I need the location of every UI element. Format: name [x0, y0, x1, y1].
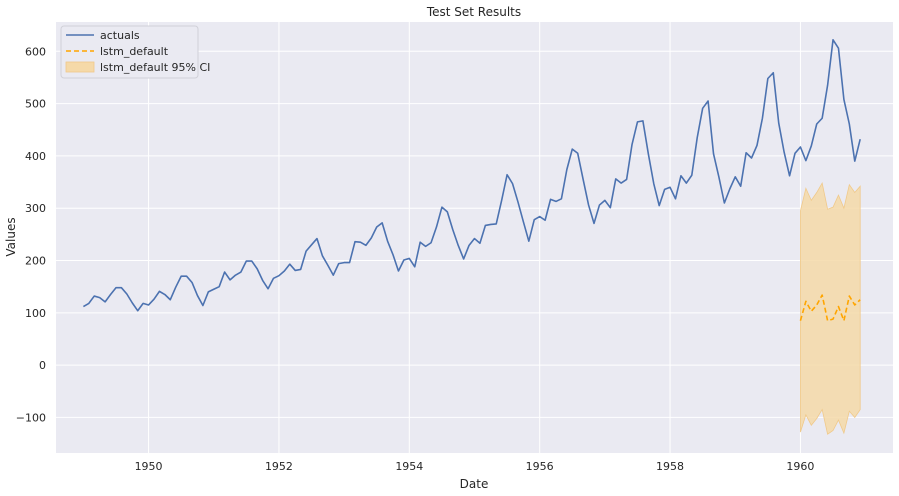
legend-label-ci: lstm_default 95% CI — [100, 61, 210, 74]
ci-band-layer — [800, 181, 861, 435]
chart-title: Test Set Results — [426, 5, 521, 19]
y-tick-label: −100 — [16, 411, 46, 424]
x-tick-label: 1958 — [656, 460, 684, 473]
x-axis-label: Date — [460, 477, 489, 491]
legend: actuals lstm_default lstm_default 95% CI — [60, 25, 210, 79]
ci-band — [800, 181, 861, 435]
grid — [56, 22, 893, 453]
x-tick-label: 1956 — [526, 460, 554, 473]
y-tick-label: 200 — [25, 255, 46, 268]
y-tick-label: 600 — [25, 45, 46, 58]
lstm-default-line — [799, 294, 861, 322]
series-layer — [82, 38, 861, 322]
y-tick-label: 100 — [25, 307, 46, 320]
y-tick-label: 300 — [25, 202, 46, 215]
y-tick-label: 500 — [25, 98, 46, 111]
y-tick-label: 400 — [25, 150, 46, 163]
y-tick-label: 0 — [39, 359, 46, 372]
legend-label-actuals: actuals — [100, 29, 140, 42]
legend-swatch-ci — [65, 61, 95, 73]
x-tick-labels: 1950 1952 1954 1956 1958 1960 — [135, 460, 815, 473]
actuals-line — [82, 38, 861, 312]
y-tick-labels: −100 0 100 200 300 400 500 600 — [16, 45, 46, 424]
x-tick-label: 1952 — [265, 460, 293, 473]
plot-area — [56, 22, 893, 453]
legend-box — [60, 25, 199, 79]
y-axis-label: Values — [4, 217, 18, 256]
legend-label-lstm-default: lstm_default — [100, 45, 169, 58]
x-tick-label: 1960 — [786, 460, 814, 473]
x-tick-label: 1954 — [395, 460, 423, 473]
x-tick-label: 1950 — [135, 460, 163, 473]
